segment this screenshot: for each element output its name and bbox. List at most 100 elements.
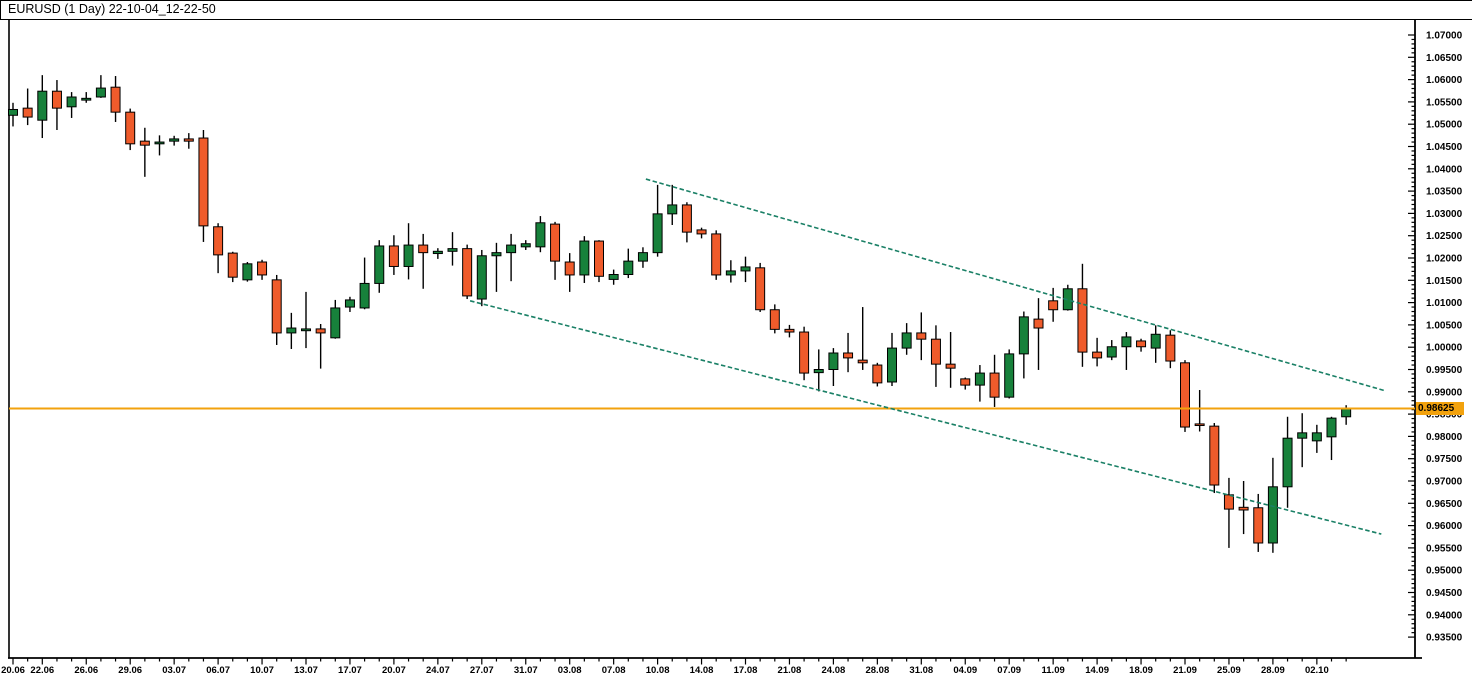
- candle-body: [51, 90, 62, 109]
- y-axis-label: 0.94500: [1426, 588, 1463, 599]
- candle-body: [696, 229, 707, 235]
- candle-body: [1180, 362, 1190, 428]
- candle-body: [242, 263, 253, 281]
- y-axis-label: 0.95000: [1426, 566, 1463, 577]
- candle-body: [462, 248, 473, 297]
- x-axis-label: 10.07: [250, 665, 274, 676]
- candle-body: [857, 359, 868, 364]
- candle-body: [799, 331, 810, 374]
- candle-body: [813, 369, 824, 374]
- x-axis-label: 22.06: [30, 665, 54, 676]
- candle-body: [1238, 506, 1249, 511]
- x-axis-label: 17.08: [734, 665, 758, 676]
- candle-body: [37, 90, 48, 121]
- axes: [8, 19, 1422, 659]
- x-axis-label: 21.09: [1173, 665, 1197, 676]
- candle-body: [330, 307, 341, 339]
- candle-body: [315, 328, 326, 334]
- x-axis-label: 10.08: [646, 665, 670, 676]
- candle-body: [1326, 417, 1337, 438]
- candle-body: [843, 352, 854, 359]
- candle-body: [1209, 425, 1220, 486]
- chart-title: EURUSD (1 Day) 22-10-04_12-22-50: [8, 2, 216, 16]
- candle-body: [769, 309, 780, 330]
- candle-body: [755, 267, 766, 311]
- x-axis-label: 13.07: [294, 665, 318, 676]
- y-axis-label: 1.05500: [1426, 97, 1463, 108]
- y-axis-label: 0.99000: [1426, 387, 1463, 398]
- x-axis-label: 31.07: [514, 665, 538, 676]
- candle-body: [784, 328, 795, 333]
- x-axis-label: 20.06: [1, 665, 25, 676]
- x-axis-label: 14.08: [690, 665, 714, 676]
- x-axis-label: 03.08: [558, 665, 582, 676]
- candle-body: [535, 222, 546, 248]
- y-axis-label: 1.01000: [1426, 298, 1463, 309]
- x-axis-label: 29.06: [118, 665, 142, 676]
- candle-body: [828, 352, 839, 370]
- candle-body: [594, 240, 604, 277]
- candle-body: [1253, 507, 1264, 544]
- candle-body: [681, 204, 692, 233]
- candle-body: [579, 240, 590, 276]
- candle-body: [887, 347, 897, 383]
- trend-channel[interactable]: [469, 178, 1386, 535]
- candle-body: [432, 250, 443, 255]
- x-axis-label: 24.08: [822, 665, 846, 676]
- y-axis-label: 1.02500: [1426, 231, 1463, 242]
- candle-body: [125, 111, 136, 145]
- y-axis-label: 0.93500: [1426, 633, 1463, 644]
- candle-body: [227, 252, 238, 278]
- candle-body: [66, 96, 77, 108]
- candle-body: [183, 138, 194, 142]
- y-axis-label: 0.98000: [1426, 432, 1463, 443]
- candle-body: [139, 140, 150, 146]
- candle-body: [711, 233, 722, 276]
- y-axis-label: 1.00000: [1426, 343, 1463, 354]
- candle-body: [1150, 333, 1161, 349]
- y-axis[interactable]: 1.07000 1.06500 1.06000 1.05500 1.05000 1.045…: [1408, 31, 1463, 644]
- y-axis-label: 0.98500: [1426, 410, 1463, 421]
- x-axis-label: 07.09: [997, 665, 1021, 676]
- y-axis-label: 0.94000: [1426, 610, 1463, 621]
- candle-body: [22, 107, 33, 118]
- candle-body: [388, 245, 399, 267]
- y-axis-label: 0.97500: [1426, 454, 1463, 465]
- x-axis-label: 17.07: [338, 665, 362, 676]
- candle-body: [1092, 351, 1103, 359]
- x-axis[interactable]: 20.06 22.06 26.06 29.06 03.07 06.07 10.07 13.07…: [1, 658, 1347, 676]
- candle-body: [359, 282, 370, 309]
- x-axis-label: 14.09: [1085, 665, 1109, 676]
- chart-title-bar: EURUSD (1 Day) 22-10-04_12-22-50: [0, 0, 1472, 20]
- y-axis-label: 1.03500: [1426, 187, 1463, 198]
- x-axis-label: 07.08: [602, 665, 626, 676]
- channel-upper-trendline[interactable]: [645, 178, 1386, 392]
- candle-body: [872, 364, 883, 384]
- candle-body: [271, 279, 282, 334]
- x-axis-label: 03.07: [162, 665, 186, 676]
- x-axis-label: 06.07: [206, 665, 230, 676]
- x-axis-label: 21.08: [778, 665, 802, 676]
- candle-body: [652, 213, 663, 254]
- candle-body: [667, 204, 678, 215]
- x-axis-label: 24.07: [426, 665, 450, 676]
- x-axis-label: 28.09: [1261, 665, 1285, 676]
- x-axis-label: 11.09: [1042, 665, 1065, 676]
- x-axis-label: 26.06: [74, 665, 98, 676]
- y-axis-label: 1.04000: [1426, 164, 1463, 175]
- channel-lower-trendline[interactable]: [469, 300, 1382, 535]
- candle-body: [198, 137, 209, 227]
- candle-body: [930, 338, 941, 365]
- y-axis-label: 0.99500: [1426, 365, 1463, 376]
- candle-body: [1018, 316, 1029, 355]
- candle-body: [1282, 437, 1293, 488]
- candle-body: [1077, 288, 1088, 353]
- candle-body: [901, 332, 912, 349]
- candle-body: [960, 378, 971, 386]
- candle-body: [95, 87, 106, 98]
- candle-body: [725, 270, 736, 276]
- candle-body: [491, 252, 502, 257]
- candle-body: [403, 244, 414, 267]
